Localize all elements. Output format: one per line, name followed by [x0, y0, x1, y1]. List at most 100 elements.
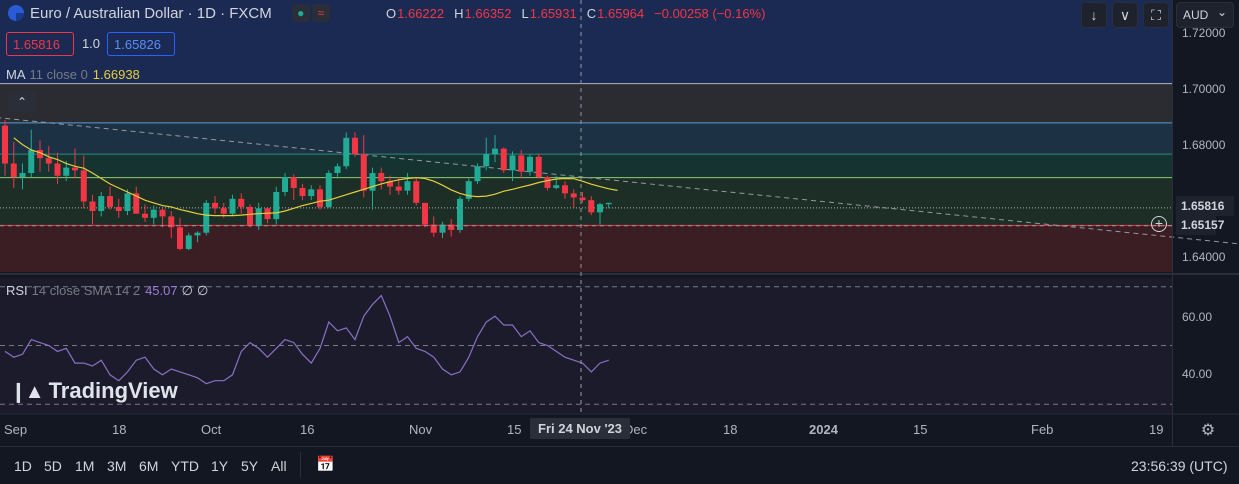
waves-icon: ≈: [311, 4, 330, 22]
candle-body: [509, 155, 516, 171]
status-pill[interactable]: ● ≈: [291, 4, 330, 22]
candle-body: [413, 181, 420, 203]
sell-button[interactable]: 1.65816: [6, 32, 74, 56]
candle-body: [457, 198, 463, 230]
candle-body: [343, 137, 350, 167]
candle-body: [465, 181, 472, 199]
candle-body: [98, 196, 105, 211]
ohlc-key: O: [386, 6, 397, 21]
zone-band: [0, 122, 1172, 155]
fullscreen-button[interactable]: ⛶: [1143, 2, 1169, 28]
candle-body: [474, 166, 481, 182]
candle-body: [282, 177, 288, 193]
candle-body: [360, 154, 367, 191]
ohlc-key: H: [454, 6, 464, 21]
candle-body: [404, 181, 411, 191]
ohlc-value: 1.66222: [397, 6, 445, 21]
chevron-up-icon: ⌃: [16, 95, 28, 109]
candle-body: [308, 189, 315, 197]
collapse-legend-button[interactable]: ⌃: [8, 92, 36, 112]
buy-button[interactable]: 1.65826: [107, 32, 175, 56]
candle-body: [562, 185, 568, 194]
download-button[interactable]: ↓: [1081, 2, 1107, 28]
current-price-label: 1.65816: [1176, 196, 1234, 216]
timeframe-1y[interactable]: 1Y: [211, 458, 229, 474]
candle-body: [10, 163, 17, 178]
rsi-legend[interactable]: RSI 14 close SMA 14 2 45.07 ∅ ∅: [6, 283, 208, 299]
candle-body: [500, 148, 507, 171]
candle-body: [290, 177, 297, 188]
candle-body: [597, 204, 603, 213]
moving-average: [13, 137, 618, 217]
time-tick: Sep: [4, 422, 28, 437]
collapse-button[interactable]: ∨: [1112, 2, 1138, 28]
candle-body: [570, 193, 577, 198]
crosshair-plus-icon[interactable]: +: [1151, 216, 1167, 232]
time-tick: Feb: [1031, 422, 1054, 437]
candle-body: [518, 155, 525, 172]
timeframe-1m[interactable]: 1M: [75, 458, 95, 474]
ma-legend[interactable]: MA 11 close 0 1.66938: [6, 67, 140, 82]
trendline: [0, 117, 1239, 245]
candle-body: [115, 206, 122, 211]
settings-icon[interactable]: ⚙: [1200, 422, 1216, 439]
ohlc-value: 1.65964: [597, 6, 645, 21]
toolbar-divider: [300, 452, 301, 478]
candle-body: [369, 173, 376, 191]
candle-body: [544, 177, 551, 188]
rsi-name: RSI: [6, 283, 28, 298]
timeframe-all[interactable]: All: [271, 458, 287, 474]
candle-body: [37, 150, 43, 159]
zone-band: [0, 28, 1172, 84]
time-tick: 15: [507, 422, 522, 437]
market-open-icon: ●: [291, 4, 310, 22]
rsi-value: 45.07: [145, 283, 178, 298]
price-tick: 1.64000: [1182, 250, 1226, 264]
tradingview-logo-icon: ❙▲: [10, 380, 45, 403]
timeframe-6m[interactable]: 6M: [139, 458, 159, 474]
calendar-icon[interactable]: 📅: [316, 456, 335, 473]
candle-body: [535, 156, 542, 178]
candle-body: [430, 224, 437, 233]
crosshair-date-label: Fri 24 Nov '23: [530, 418, 631, 439]
time-tick: 16: [300, 422, 315, 437]
utc-clock[interactable]: 23:56:39 (UTC): [1131, 458, 1228, 474]
currency-select[interactable]: AUD: [1176, 0, 1234, 28]
candle-body: [387, 181, 393, 187]
rsi-background: [0, 278, 1172, 413]
rsi-params: 14 close SMA 14 2: [31, 283, 141, 298]
candle-body: [80, 170, 87, 202]
candle-body: [28, 150, 35, 174]
timeframe-3m[interactable]: 3M: [107, 458, 127, 474]
ohlc-key: C: [586, 6, 597, 21]
ohlc-key: L: [521, 6, 529, 21]
candle-body: [483, 154, 490, 167]
timeframe-ytd[interactable]: YTD: [171, 458, 199, 474]
candle-body: [107, 196, 113, 207]
candle-body: [238, 198, 245, 207]
crosshair: [0, 0, 1172, 413]
ma-params: 11 close 0: [29, 67, 88, 82]
rsi-na-2: ∅: [196, 283, 209, 298]
candle-body: [229, 198, 236, 214]
timeframe-1d[interactable]: 1D: [14, 458, 32, 474]
price-tick: 1.70000: [1182, 82, 1226, 96]
candle-body: [185, 235, 192, 249]
symbol-title[interactable]: Euro / Australian Dollar · 1D · FXCM ● ≈: [8, 4, 330, 22]
candle-body: [133, 193, 140, 214]
candle-body: [448, 224, 455, 230]
zone-band: [0, 0, 1172, 28]
timeframe-5d[interactable]: 5D: [44, 458, 62, 474]
symbol-name: Euro / Australian Dollar · 1D · FXCM: [30, 4, 272, 22]
trendline-line: [0, 117, 1239, 245]
candle-body: [220, 208, 227, 214]
candle-body: [142, 213, 148, 218]
time-tick: 2024: [809, 422, 838, 437]
rsi-tick: 60.00: [1182, 310, 1213, 324]
candle-body: [194, 232, 201, 236]
timeframe-5y[interactable]: 5Y: [241, 458, 259, 474]
candle-body: [159, 209, 166, 217]
ma-line: [13, 137, 618, 217]
candle-body: [150, 209, 157, 218]
